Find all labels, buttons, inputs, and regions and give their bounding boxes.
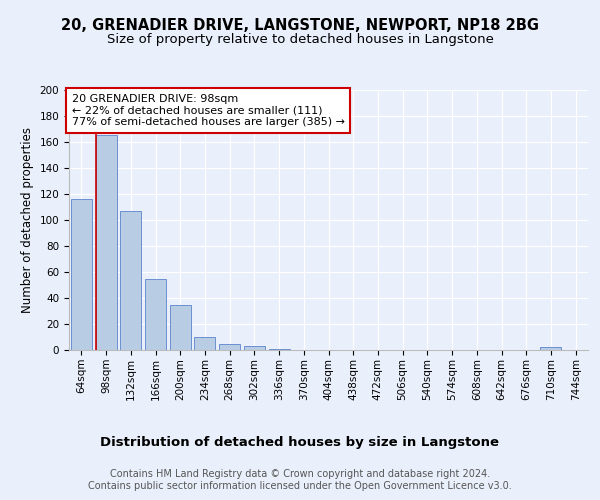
Bar — [219, 344, 240, 350]
Text: 20, GRENADIER DRIVE, LANGSTONE, NEWPORT, NP18 2BG: 20, GRENADIER DRIVE, LANGSTONE, NEWPORT,… — [61, 18, 539, 32]
Bar — [71, 199, 92, 350]
Text: Contains HM Land Registry data © Crown copyright and database right 2024.
Contai: Contains HM Land Registry data © Crown c… — [88, 469, 512, 491]
Bar — [170, 304, 191, 350]
Bar — [541, 348, 562, 350]
Text: 20 GRENADIER DRIVE: 98sqm
← 22% of detached houses are smaller (111)
77% of semi: 20 GRENADIER DRIVE: 98sqm ← 22% of detac… — [71, 94, 344, 127]
Bar — [194, 337, 215, 350]
Y-axis label: Number of detached properties: Number of detached properties — [21, 127, 34, 313]
Text: Distribution of detached houses by size in Langstone: Distribution of detached houses by size … — [101, 436, 499, 449]
Bar — [95, 136, 116, 350]
Bar — [269, 348, 290, 350]
Bar — [244, 346, 265, 350]
Bar — [120, 211, 141, 350]
Bar — [145, 278, 166, 350]
Text: Size of property relative to detached houses in Langstone: Size of property relative to detached ho… — [107, 32, 493, 46]
